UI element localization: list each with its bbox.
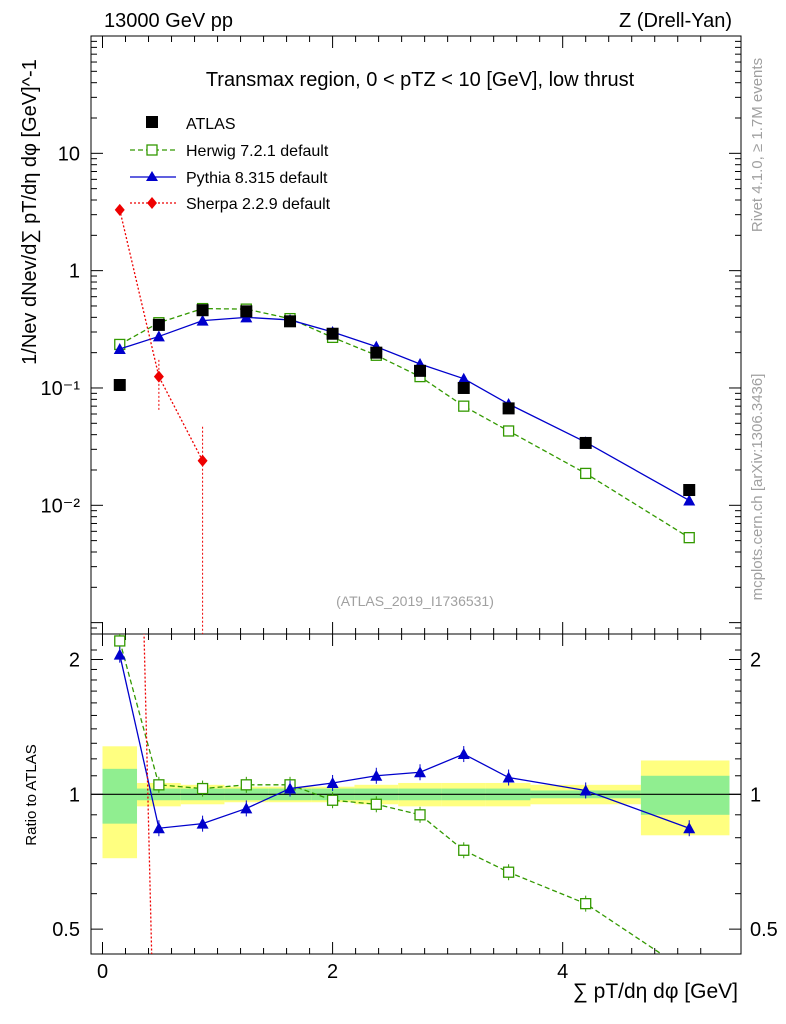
legend-label-herwig: Herwig 7.2.1 default bbox=[186, 143, 329, 160]
y-main-tick-label: 1 bbox=[69, 261, 80, 283]
ratio-point-pythia bbox=[152, 822, 165, 834]
uncertainty-bands bbox=[91, 746, 741, 859]
series-line-pythia bbox=[119, 316, 690, 502]
ratio-point-pythia bbox=[284, 782, 297, 794]
legend-marker-pythia bbox=[146, 171, 158, 181]
legend-label-pythia: Pythia 8.315 default bbox=[186, 170, 328, 187]
data-point-atlas bbox=[370, 346, 383, 359]
y-main-tick-label: 10⁻¹ bbox=[41, 378, 81, 400]
y-axis-label-main: 1/Nev dNev/d∑ pT/dη dφ [GeV]^-1 bbox=[19, 59, 41, 365]
ratio-point-herwig bbox=[684, 968, 694, 978]
x-tick-label: 2 bbox=[327, 961, 338, 983]
data-point-atlas bbox=[683, 484, 696, 497]
ratio-point-pythia bbox=[370, 769, 383, 781]
data-point-atlas bbox=[152, 318, 165, 331]
y-main-tick-label: 10⁻² bbox=[41, 495, 81, 517]
ratio-point-herwig bbox=[240, 779, 252, 791]
mcplots-label: mcplots.cern.ch [arXiv:1306.3436] bbox=[749, 374, 766, 601]
header-right: Z (Drell-Yan) bbox=[619, 10, 732, 32]
main-series bbox=[113, 203, 696, 634]
data-point-atlas bbox=[240, 305, 253, 318]
data-point-pythia bbox=[457, 372, 470, 384]
ratio-point-pythia bbox=[326, 776, 339, 788]
y-ratio-tick-label: 1 bbox=[69, 784, 80, 806]
band-stat bbox=[640, 775, 730, 815]
analysis-id: (ATLAS_2019_I1736531) bbox=[336, 593, 494, 609]
ratio-point-herwig bbox=[370, 798, 382, 810]
data-point-atlas bbox=[326, 327, 339, 340]
ratio-point-pythia bbox=[457, 748, 470, 760]
data-point-herwig bbox=[683, 532, 695, 544]
ratio-point-pythia bbox=[414, 766, 427, 778]
legend: ATLAS Herwig 7.2.1 default Pythia 8.315 … bbox=[130, 116, 331, 213]
ratio-point-herwig bbox=[153, 779, 165, 791]
data-point-sherpa bbox=[197, 454, 208, 467]
ratio-point-herwig bbox=[196, 782, 209, 795]
ratio-point-herwig bbox=[414, 809, 426, 821]
ratio-series bbox=[113, 634, 696, 978]
ratio-point-herwig bbox=[580, 897, 592, 910]
legend-marker-herwig bbox=[146, 144, 158, 156]
chart-title: Transmax region, 0 < pTZ < 10 [GeV], low… bbox=[206, 69, 635, 91]
ratio-point-herwig bbox=[502, 866, 515, 878]
ratio-point-pythia bbox=[240, 802, 253, 814]
data-point-herwig bbox=[502, 425, 515, 437]
data-point-atlas bbox=[113, 379, 126, 392]
rivet-label: Rivet 4.1.0, ≥ 1.7M events bbox=[749, 58, 766, 232]
legend-label-atlas: ATLAS bbox=[186, 116, 236, 133]
data-point-pythia bbox=[196, 314, 209, 326]
ratio-point-herwig bbox=[458, 844, 470, 856]
y-ratio-tick-label: 2 bbox=[69, 649, 80, 671]
series-line-sherpa bbox=[119, 209, 204, 461]
y-ratio-tick-label: 0.5 bbox=[52, 919, 80, 941]
data-point-pythia bbox=[152, 330, 165, 342]
y-main-tick-label: 10 bbox=[58, 143, 80, 165]
data-point-pythia bbox=[683, 494, 696, 506]
header-left: 13000 GeV pp bbox=[104, 10, 233, 32]
legend-label-sherpa: Sherpa 2.2.9 default bbox=[186, 196, 331, 213]
band-stat bbox=[102, 768, 138, 824]
data-point-atlas bbox=[579, 436, 592, 449]
ratio-line-sherpa bbox=[143, 634, 153, 954]
data-point-atlas bbox=[284, 315, 297, 328]
ratio-point-pythia bbox=[196, 817, 209, 829]
data-point-atlas bbox=[502, 402, 515, 415]
ratio-line-herwig bbox=[119, 640, 663, 954]
data-point-sherpa bbox=[153, 370, 164, 383]
y-ratio-tick-label-right: 2 bbox=[750, 649, 761, 671]
data-point-herwig bbox=[580, 467, 592, 480]
ratio-point-pythia bbox=[113, 648, 126, 660]
axis-ticks: 0 2 4 10 1 10⁻¹ 10⁻² 2 2 1 1 0.5 0.5 bbox=[41, 35, 778, 983]
y-ratio-tick-label-right: 1 bbox=[750, 784, 761, 806]
data-point-atlas bbox=[414, 364, 427, 377]
x-tick-label: 4 bbox=[557, 961, 568, 983]
data-point-atlas bbox=[196, 304, 209, 317]
legend-marker-atlas bbox=[146, 116, 158, 128]
ratio-line-pythia bbox=[119, 654, 690, 829]
ratio-point-pythia bbox=[502, 771, 515, 783]
y-ratio-tick-label-right: 0.5 bbox=[750, 919, 778, 941]
data-point-pythia bbox=[113, 342, 126, 354]
ratio-point-pythia bbox=[579, 784, 592, 796]
series-line-herwig bbox=[119, 307, 690, 539]
data-point-sherpa bbox=[114, 203, 125, 216]
y-axis-label-ratio: Ratio to ATLAS bbox=[23, 744, 40, 845]
x-axis-label: ∑ pT/dη dφ [GeV] bbox=[573, 980, 738, 1003]
x-tick-label: 0 bbox=[97, 961, 108, 983]
data-point-herwig bbox=[458, 400, 470, 412]
legend-marker-sherpa bbox=[147, 197, 157, 209]
ratio-point-herwig bbox=[114, 635, 126, 647]
data-point-atlas bbox=[457, 381, 470, 394]
ratio-point-pythia bbox=[683, 822, 696, 834]
ratio-point-herwig bbox=[326, 794, 339, 806]
